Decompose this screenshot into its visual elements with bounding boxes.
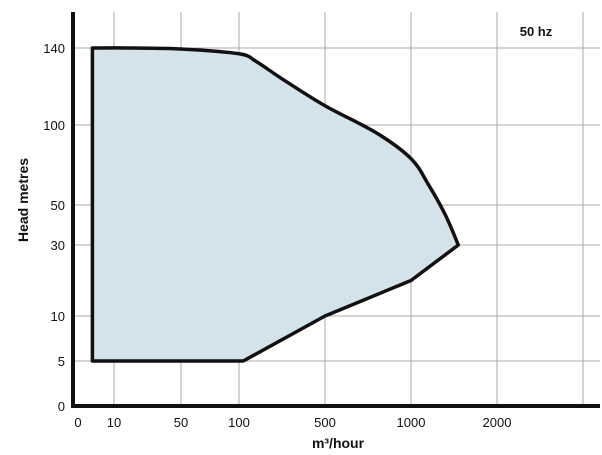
tick-labels: 0 10 50 100 500 1000 2000 0 5 10 30 50 100 140	[43, 41, 511, 430]
y-tick-label: 100	[43, 118, 65, 133]
x-tick-label: 50	[174, 415, 188, 430]
y-tick-label: 5	[58, 354, 65, 369]
y-axis-title: Head metres	[15, 158, 31, 242]
y-tick-label: 140	[43, 41, 65, 56]
x-tick-label: 0	[74, 415, 81, 430]
y-tick-label: 50	[51, 198, 65, 213]
operating-range-area	[90, 46, 461, 363]
y-tick-label: 30	[51, 238, 65, 253]
frequency-annotation: 50 hz	[520, 24, 553, 39]
y-tick-label: 10	[51, 309, 65, 324]
x-tick-label: 500	[314, 415, 336, 430]
x-tick-label: 2000	[483, 415, 512, 430]
x-tick-label: 1000	[397, 415, 426, 430]
axes	[71, 12, 600, 408]
x-tick-label: 100	[228, 415, 250, 430]
y-tick-label: 0	[58, 399, 65, 414]
x-tick-label: 10	[107, 415, 121, 430]
x-axis-title: m³/hour	[312, 435, 365, 451]
